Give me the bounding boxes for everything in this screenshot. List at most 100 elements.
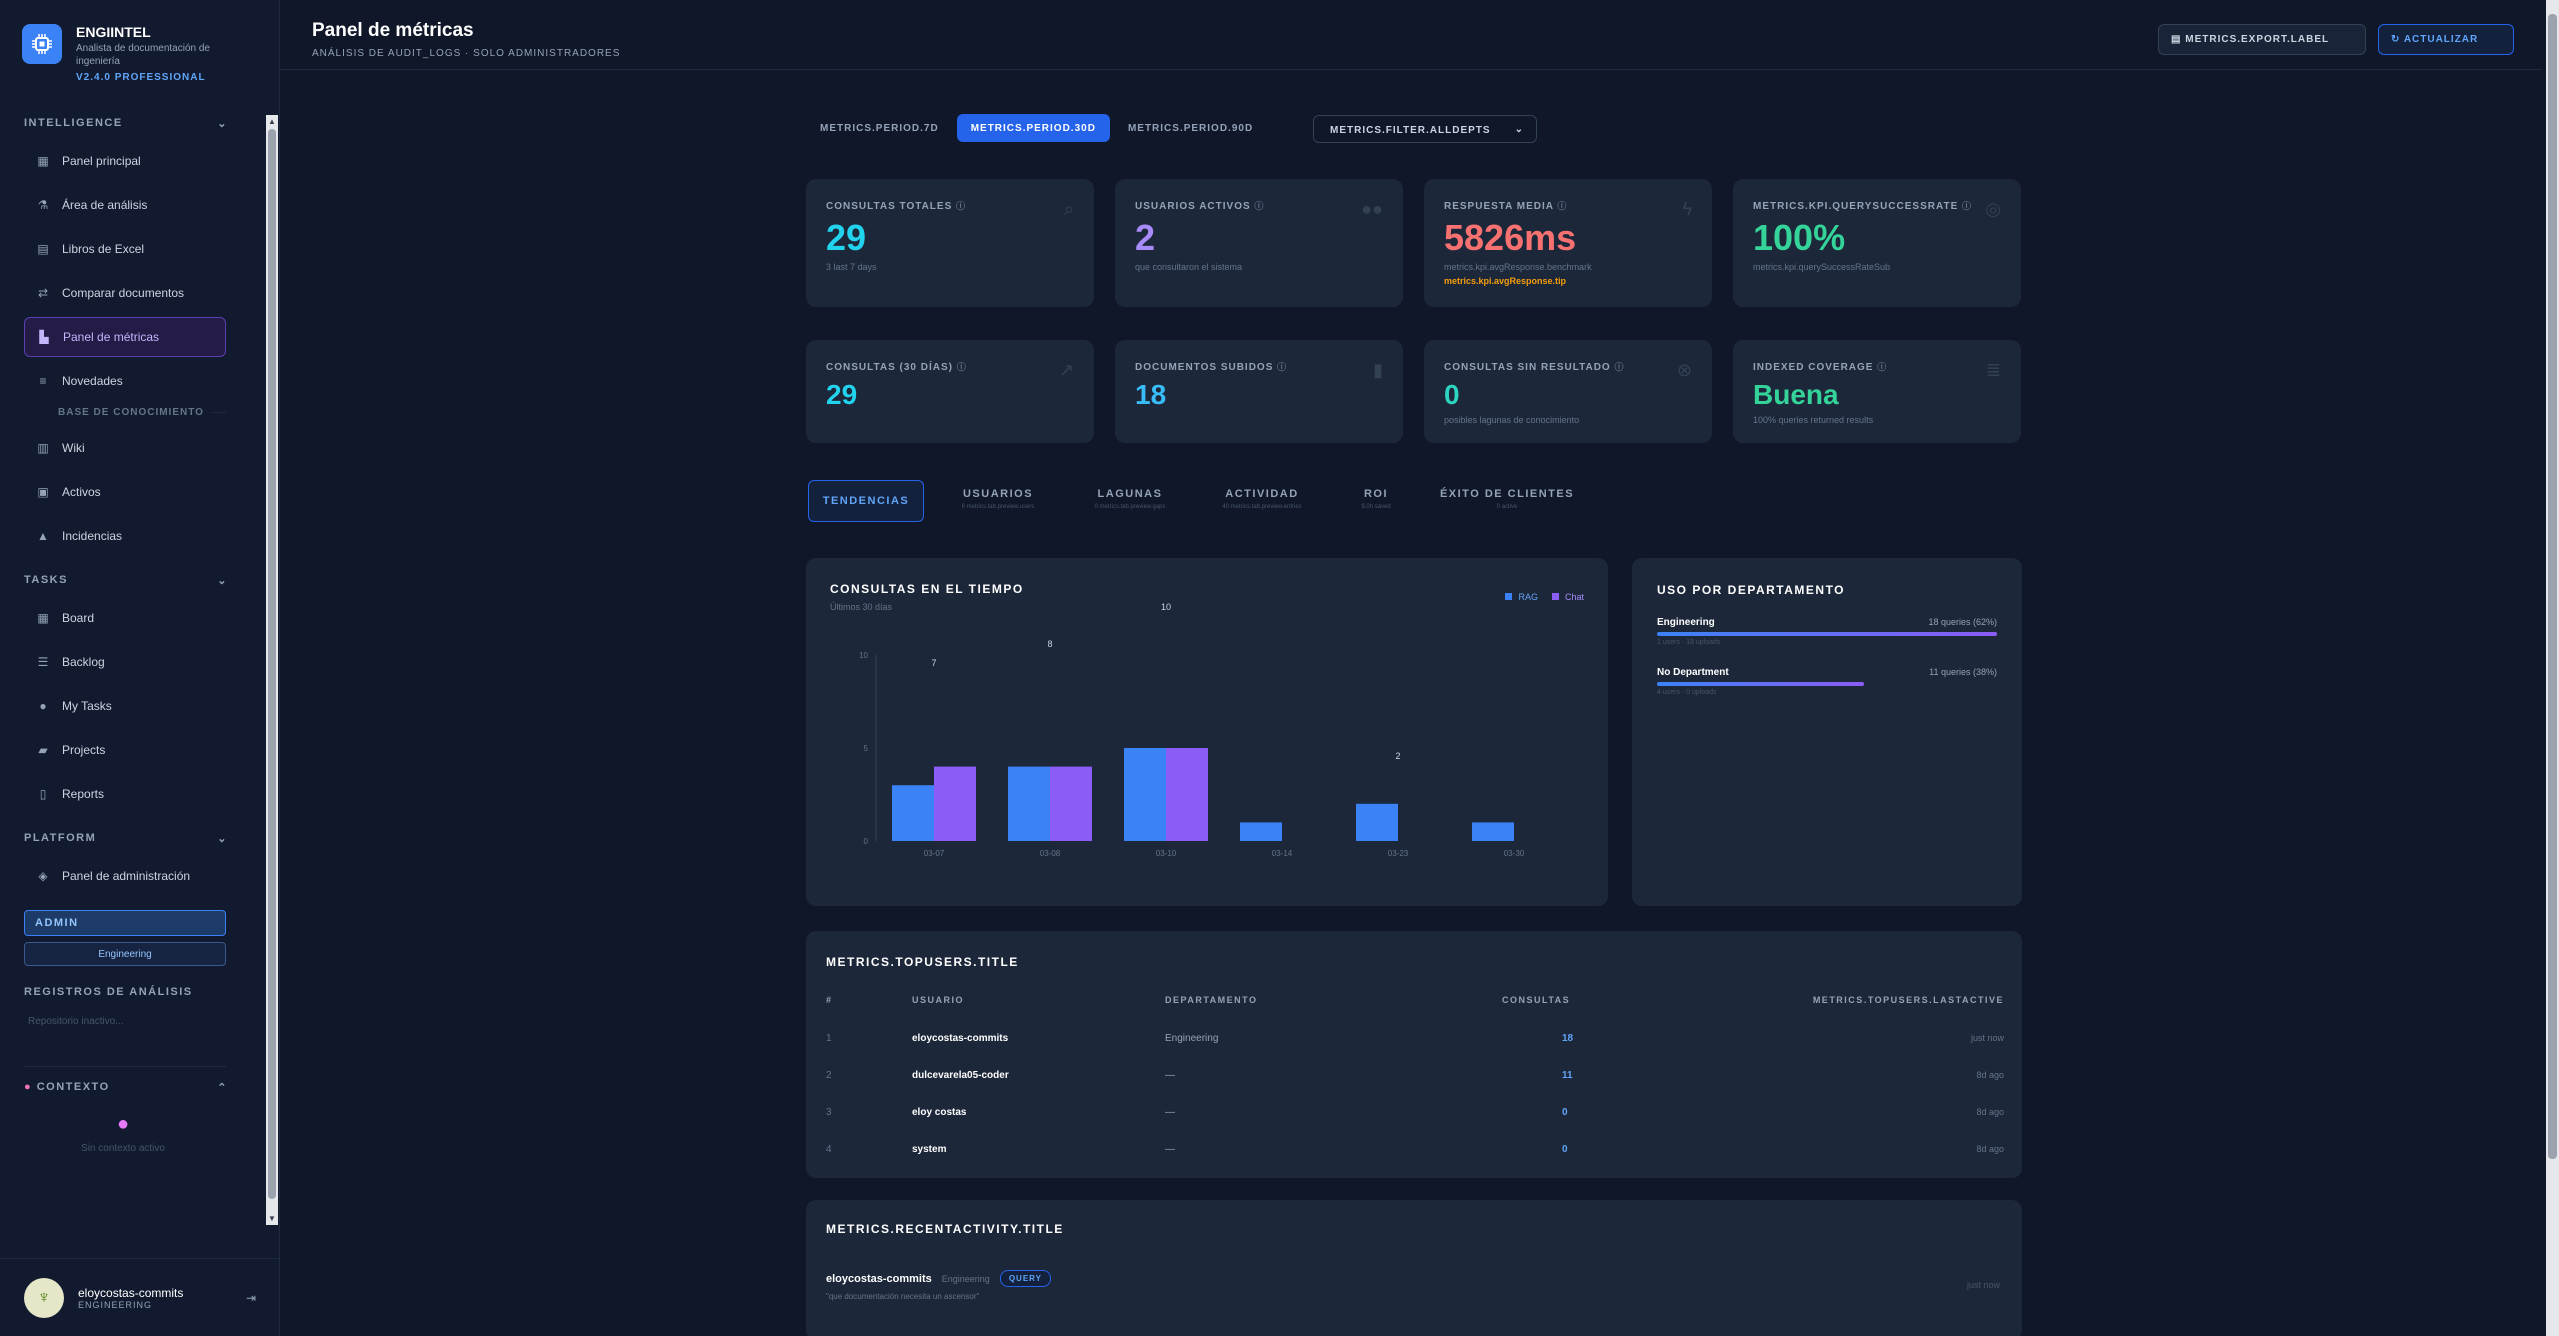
- scroll-down-arrow[interactable]: ▼: [268, 1214, 276, 1223]
- tab-actividad[interactable]: ACTIVIDAD 40 metrics.tab.preview.entries: [1204, 480, 1320, 522]
- x-tick-label: 03-10: [1156, 849, 1177, 858]
- sidebar-item-metricas[interactable]: ▙ Panel de métricas: [24, 317, 226, 357]
- bar-chat: [934, 766, 976, 841]
- tab-tendencias[interactable]: TENDENCIAS: [808, 480, 924, 522]
- table-row[interactable]: 1 eloycostas-commits Engineering 18 just now: [826, 1033, 2004, 1070]
- dept-row: No Department 11 queries (38%) 4 users · …: [1657, 667, 1997, 696]
- tab-sub: 40 metrics.tab.preview.entries: [1222, 504, 1302, 510]
- info-icon[interactable]: ⓘ: [1962, 201, 1973, 211]
- news-icon: ≡: [39, 374, 47, 388]
- tab-label: ÉXITO DE CLIENTES: [1439, 488, 1575, 500]
- sidebar-item-my-tasks[interactable]: ● My Tasks: [24, 686, 226, 726]
- col-header[interactable]: USUARIO: [912, 995, 965, 1005]
- registros-title: REGISTROS DE ANÁLISIS: [24, 986, 193, 998]
- kpi-card: CONSULTAS (30 DÍAS) ⓘ 29 ↗: [806, 340, 1094, 443]
- info-icon[interactable]: ⓘ: [1614, 362, 1625, 372]
- scroll-up-arrow[interactable]: ▲: [268, 117, 276, 126]
- info-icon[interactable]: ⓘ: [1877, 362, 1888, 372]
- legend-item-chat[interactable]: Chat: [1551, 592, 1584, 602]
- info-icon[interactable]: ⓘ: [1557, 201, 1568, 211]
- refresh-button[interactable]: ↻ ACTUALIZAR: [2378, 24, 2514, 55]
- sidebar-item-novedades[interactable]: ≡ Novedades: [24, 361, 226, 401]
- col-header[interactable]: DEPARTAMENTO: [1165, 995, 1258, 1005]
- chevron-down-icon: ⌄: [217, 832, 228, 845]
- department-filter-select[interactable]: METRICS.FILTER.ALLDEPTS ⌄: [1313, 115, 1537, 143]
- info-icon[interactable]: ⓘ: [956, 201, 967, 211]
- tab-label: USUARIOS: [962, 488, 1034, 500]
- tab-sub: $.0h saved: [1361, 504, 1391, 510]
- period-7d[interactable]: METRICS.PERIOD.7D: [820, 123, 939, 134]
- sidebar-item-comparar[interactable]: ⇄ Comparar documentos: [24, 273, 226, 313]
- grid-icon: ▦: [37, 154, 49, 168]
- sidebar-item-board[interactable]: ▦ Board: [24, 598, 226, 638]
- role-badge: ADMIN: [24, 910, 226, 936]
- table-row[interactable]: 4 system — 0 8d ago: [826, 1144, 2004, 1181]
- kpi-label: CONSULTAS (30 DÍAS): [826, 362, 953, 373]
- bar-rag: [1008, 766, 1050, 841]
- kpi-tip: metrics.kpi.avgResponse.tip: [1444, 276, 1567, 286]
- section-label: INTELLIGENCE: [24, 117, 123, 129]
- activity-user: eloycostas-commits: [826, 1272, 932, 1285]
- period-90d[interactable]: METRICS.PERIOD.90D: [1127, 123, 1254, 134]
- legend-item-rag[interactable]: RAG: [1505, 592, 1538, 602]
- tab-exito-clientes[interactable]: ÉXITO DE CLIENTES 0 active: [1432, 480, 1582, 522]
- dept-queries: 18 queries (62%): [1928, 617, 1997, 627]
- section-intelligence[interactable]: INTELLIGENCE ⌄: [0, 105, 266, 141]
- page-header: Panel de métricas ANÁLISIS DE AUDIT_LOGS…: [280, 0, 2542, 70]
- info-icon[interactable]: ⓘ: [956, 362, 967, 372]
- sidebar-item-label: Comparar documentos: [62, 286, 185, 300]
- sidebar-item-projects[interactable]: ▰ Projects: [24, 730, 226, 770]
- period-30d[interactable]: METRICS.PERIOD.30D: [956, 114, 1110, 142]
- cell-user: dulcevarela05-coder: [912, 1070, 1009, 1081]
- sidebar-item-excel[interactable]: ▤ Libros de Excel: [24, 229, 226, 269]
- sidebar-item-reports[interactable]: ▯ Reports: [24, 774, 226, 814]
- page-scrollbar[interactable]: [2546, 0, 2559, 1336]
- cell-queries: 18: [1562, 1033, 1574, 1044]
- table-row[interactable]: 2 dulcevarela05-coder — 11 8d ago: [826, 1070, 2004, 1107]
- kpi-value: 2: [1135, 217, 1156, 258]
- kpi-card: RESPUESTA MEDIA ⓘ 5826ms metrics.kpi.avg…: [1424, 179, 1712, 307]
- info-icon[interactable]: ⓘ: [1254, 201, 1265, 211]
- dept-usage-title: USO POR DEPARTAMENTO: [1657, 583, 1846, 597]
- section-tasks[interactable]: TASKS ⌄: [0, 562, 266, 598]
- sidebar-item-panel-principal[interactable]: ▦ Panel principal: [24, 141, 226, 181]
- col-header[interactable]: CONSULTAS: [1502, 995, 1571, 1005]
- sidebar-scrollbar[interactable]: ▲ ▼: [266, 115, 278, 1225]
- table-header: # USUARIO DEPARTAMENTO CONSULTAS METRICS…: [826, 995, 2004, 1033]
- tab-sub: 6 metrics.tab.preview.users: [961, 504, 1035, 510]
- logout-icon[interactable]: ⇥: [245, 1291, 256, 1305]
- x-tick-label: 03-14: [1272, 849, 1293, 858]
- tab-lagunas[interactable]: LAGUNAS 0 metrics.tab.preview.gaps: [1072, 480, 1188, 522]
- top-users-title: METRICS.TOPUSERS.TITLE: [826, 955, 1019, 969]
- tab-roi[interactable]: ROI $.0h saved: [1336, 480, 1416, 522]
- col-header[interactable]: METRICS.TOPUSERS.LASTACTIVE: [1812, 995, 2004, 1005]
- sidebar-item-activos[interactable]: ▣ Activos: [24, 472, 226, 512]
- section-contexto[interactable]: ● CONTEXTO ⌃: [0, 1067, 266, 1113]
- sidebar-item-area-analisis[interactable]: ⚗ Área de análisis: [24, 185, 226, 225]
- sidebar-item-label: Novedades: [62, 374, 123, 388]
- top-users-panel: METRICS.TOPUSERS.TITLE # USUARIO DEPARTA…: [806, 931, 2022, 1178]
- sidebar-item-incidencias[interactable]: ▲ Incidencias: [24, 516, 226, 556]
- cell-last-active: 8d ago: [1976, 1070, 2004, 1080]
- bar-rag: [1240, 822, 1282, 841]
- dept-name: No Department: [1657, 667, 1729, 678]
- sidebar-item-wiki[interactable]: ▥ Wiki: [24, 428, 226, 468]
- export-button[interactable]: ▤ METRICS.EXPORT.LABEL: [2158, 24, 2366, 55]
- search-icon: ⌕: [1063, 199, 1074, 219]
- section-platform[interactable]: PLATFORM ⌄: [0, 820, 266, 856]
- activity-item[interactable]: eloycostas-commits Engineering QUERY: [826, 1270, 1051, 1287]
- sidebar-item-backlog[interactable]: ☰ Backlog: [24, 642, 226, 682]
- kpi-sub: posibles lagunas de conocimiento: [1444, 415, 1580, 425]
- scroll-thumb[interactable]: [268, 129, 276, 1199]
- cell-user: eloy costas: [912, 1107, 967, 1118]
- cell-rank: 2: [826, 1070, 832, 1081]
- table-row[interactable]: 3 eloy costas — 0 8d ago: [826, 1107, 2004, 1144]
- scroll-thumb[interactable]: [2548, 14, 2557, 1159]
- sidebar-item-admin[interactable]: ◈ Panel de administración: [24, 856, 226, 896]
- chart-icon: ▙: [39, 330, 49, 344]
- info-icon[interactable]: ⓘ: [1277, 362, 1288, 372]
- tab-usuarios[interactable]: USUARIOS 6 metrics.tab.preview.users: [940, 480, 1056, 522]
- sidebar: ENGIINTEL Analista de documentación de i…: [0, 0, 280, 1336]
- refresh-label: ACTUALIZAR: [2403, 34, 2479, 45]
- user-profile[interactable]: ♆ eloycostas-commits ENGINEERING ⇥: [0, 1258, 280, 1336]
